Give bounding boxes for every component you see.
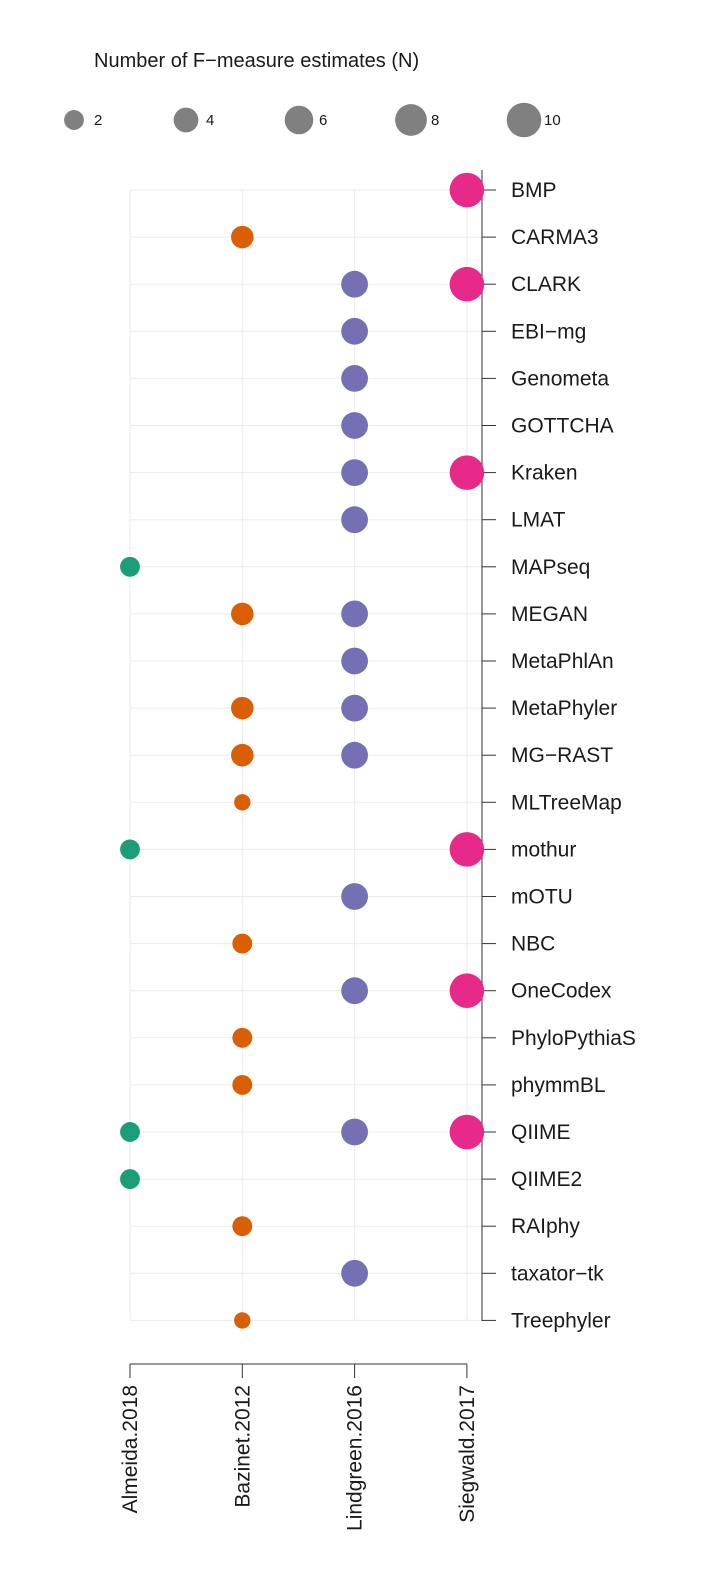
data-point — [231, 602, 254, 626]
y-tick-label: Genometa — [511, 367, 609, 390]
legend-size-10 — [506, 102, 542, 138]
y-tick-label: MetaPhlAn — [511, 650, 614, 673]
data-point — [341, 741, 368, 769]
data-point — [341, 1259, 368, 1287]
data-point — [231, 743, 254, 767]
y-tick-label: EBI−mg — [511, 320, 586, 343]
data-point — [449, 832, 485, 867]
data-point — [341, 459, 368, 486]
y-tick-label: MLTreeMap — [511, 791, 622, 814]
data-point — [234, 794, 251, 811]
legend-size-8 — [395, 104, 427, 136]
data-point — [341, 647, 368, 675]
data-points — [120, 172, 485, 1329]
y-tick-label: taxator−tk — [511, 1262, 604, 1285]
y-tick-label: CARMA3 — [511, 226, 599, 249]
y-tick-label: NBC — [511, 933, 555, 956]
legend-size-4 — [173, 107, 199, 133]
data-point — [232, 1074, 253, 1095]
y-tick-label: OneCodex — [511, 980, 612, 1003]
y-tick-label: Treephyler — [511, 1309, 611, 1332]
data-point — [120, 1122, 140, 1142]
legend-label-4: 4 — [206, 112, 214, 129]
y-tick-label: PhyloPythiaS — [511, 1027, 636, 1050]
y-tick-label: phymmBL — [511, 1074, 606, 1097]
horizontal-gridlines — [130, 189, 482, 1321]
y-tick-label: Kraken — [511, 462, 578, 485]
data-point — [231, 696, 254, 720]
legend-size-2 — [64, 110, 84, 130]
data-point — [232, 933, 253, 954]
y-tick-label: mOTU — [511, 886, 573, 909]
data-point — [231, 225, 254, 249]
data-point — [449, 266, 485, 302]
y-tick-label: MG−RAST — [511, 744, 613, 767]
data-point — [449, 172, 485, 208]
legend-size-6 — [284, 105, 314, 135]
data-point — [341, 1118, 368, 1146]
x-tick-label: Lindgreen.2016 — [344, 1385, 367, 1531]
y-tick-label: GOTTCHA — [511, 415, 614, 438]
x-tick-label: Siegwald.2017 — [456, 1385, 479, 1523]
data-point — [120, 839, 140, 860]
data-point — [341, 365, 368, 392]
data-point — [449, 973, 485, 1008]
legend-label-8: 8 — [431, 112, 439, 129]
data-point — [120, 556, 140, 577]
y-axis: BMP CARMA3 CLARK EBI−mg Genometa GOTTCHA Krake… — [481, 170, 636, 1332]
data-point — [341, 317, 368, 345]
y-tick-label: BMP — [511, 179, 557, 202]
data-point — [341, 883, 368, 910]
x-axis: Almeida.2018 Bazinet.2012 Lindgreen.2016 Si… — [119, 1363, 479, 1531]
y-tick-label: MEGAN — [511, 603, 588, 626]
y-tick-label: MAPseq — [511, 556, 590, 579]
data-point — [449, 1114, 485, 1150]
x-tick-label: Bazinet.2012 — [231, 1385, 254, 1508]
y-tick-label: QIIME — [511, 1121, 571, 1144]
data-point — [232, 1216, 253, 1237]
data-point — [449, 455, 485, 490]
legend-title: Number of F−measure estimates (N) — [94, 50, 419, 72]
data-point — [341, 412, 368, 439]
data-point — [341, 600, 368, 628]
size-legend: Number of F−measure estimates (N) 2 4 6 8 10 — [64, 50, 561, 138]
data-point — [341, 694, 368, 722]
data-point — [341, 977, 368, 1005]
data-point — [341, 506, 368, 534]
y-tick-label: LMAT — [511, 509, 566, 532]
data-point — [120, 1169, 140, 1190]
y-tick-label: MetaPhyler — [511, 697, 617, 720]
data-point — [234, 1312, 251, 1329]
y-tick-label: mothur — [511, 838, 576, 861]
legend-label-6: 6 — [319, 112, 327, 129]
legend-label-10: 10 — [544, 112, 561, 129]
data-point — [341, 270, 368, 298]
data-point — [232, 1027, 253, 1048]
legend-label-2: 2 — [94, 112, 102, 129]
y-tick-label: RAIphy — [511, 1215, 580, 1238]
y-tick-label: QIIME2 — [511, 1168, 582, 1191]
y-tick-label: CLARK — [511, 273, 581, 296]
x-tick-label: Almeida.2018 — [119, 1385, 142, 1513]
